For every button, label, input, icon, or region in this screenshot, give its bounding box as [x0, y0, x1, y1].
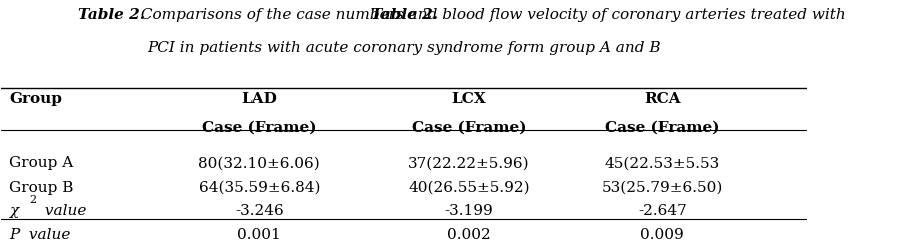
- Text: Table 2.: Table 2.: [78, 8, 145, 22]
- Text: 2: 2: [30, 195, 37, 205]
- Text: 37(22.22±5.96): 37(22.22±5.96): [408, 156, 530, 171]
- Text: -3.246: -3.246: [235, 204, 283, 218]
- Text: Table 2.: Table 2.: [371, 8, 438, 22]
- Text: 53(25.79±6.50): 53(25.79±6.50): [602, 181, 723, 195]
- Text: Group A: Group A: [9, 156, 74, 171]
- Text: P: P: [9, 228, 19, 243]
- Text: 64(35.59±6.84): 64(35.59±6.84): [198, 181, 320, 195]
- Text: 0.002: 0.002: [447, 228, 491, 243]
- Text: 40(26.55±5.92): 40(26.55±5.92): [408, 181, 530, 195]
- Text: -3.199: -3.199: [445, 204, 493, 218]
- Text: χ: χ: [9, 204, 18, 218]
- Text: LAD: LAD: [242, 92, 277, 106]
- Text: 0.009: 0.009: [641, 228, 684, 243]
- Text: LCX: LCX: [451, 92, 486, 106]
- Text: Comparisons of the case numbers and blood flow velocity of coronary arteries tre: Comparisons of the case numbers and bloo…: [137, 8, 846, 22]
- Text: -2.647: -2.647: [638, 204, 687, 218]
- Text: 0.001: 0.001: [237, 228, 282, 243]
- Text: value: value: [24, 228, 70, 243]
- Text: 45(22.53±5.53: 45(22.53±5.53: [605, 156, 720, 171]
- Text: PCI in patients with acute coronary syndrome form group A and B: PCI in patients with acute coronary synd…: [148, 41, 661, 55]
- Text: Group B: Group B: [9, 181, 74, 195]
- Text: Case (Frame): Case (Frame): [605, 121, 720, 135]
- Text: RCA: RCA: [644, 92, 680, 106]
- Text: Case (Frame): Case (Frame): [412, 121, 526, 135]
- Text: 80(32.10±6.06): 80(32.10±6.06): [198, 156, 320, 171]
- Text: Group: Group: [9, 92, 63, 106]
- Text: value: value: [40, 204, 87, 218]
- Text: Case (Frame): Case (Frame): [202, 121, 317, 135]
